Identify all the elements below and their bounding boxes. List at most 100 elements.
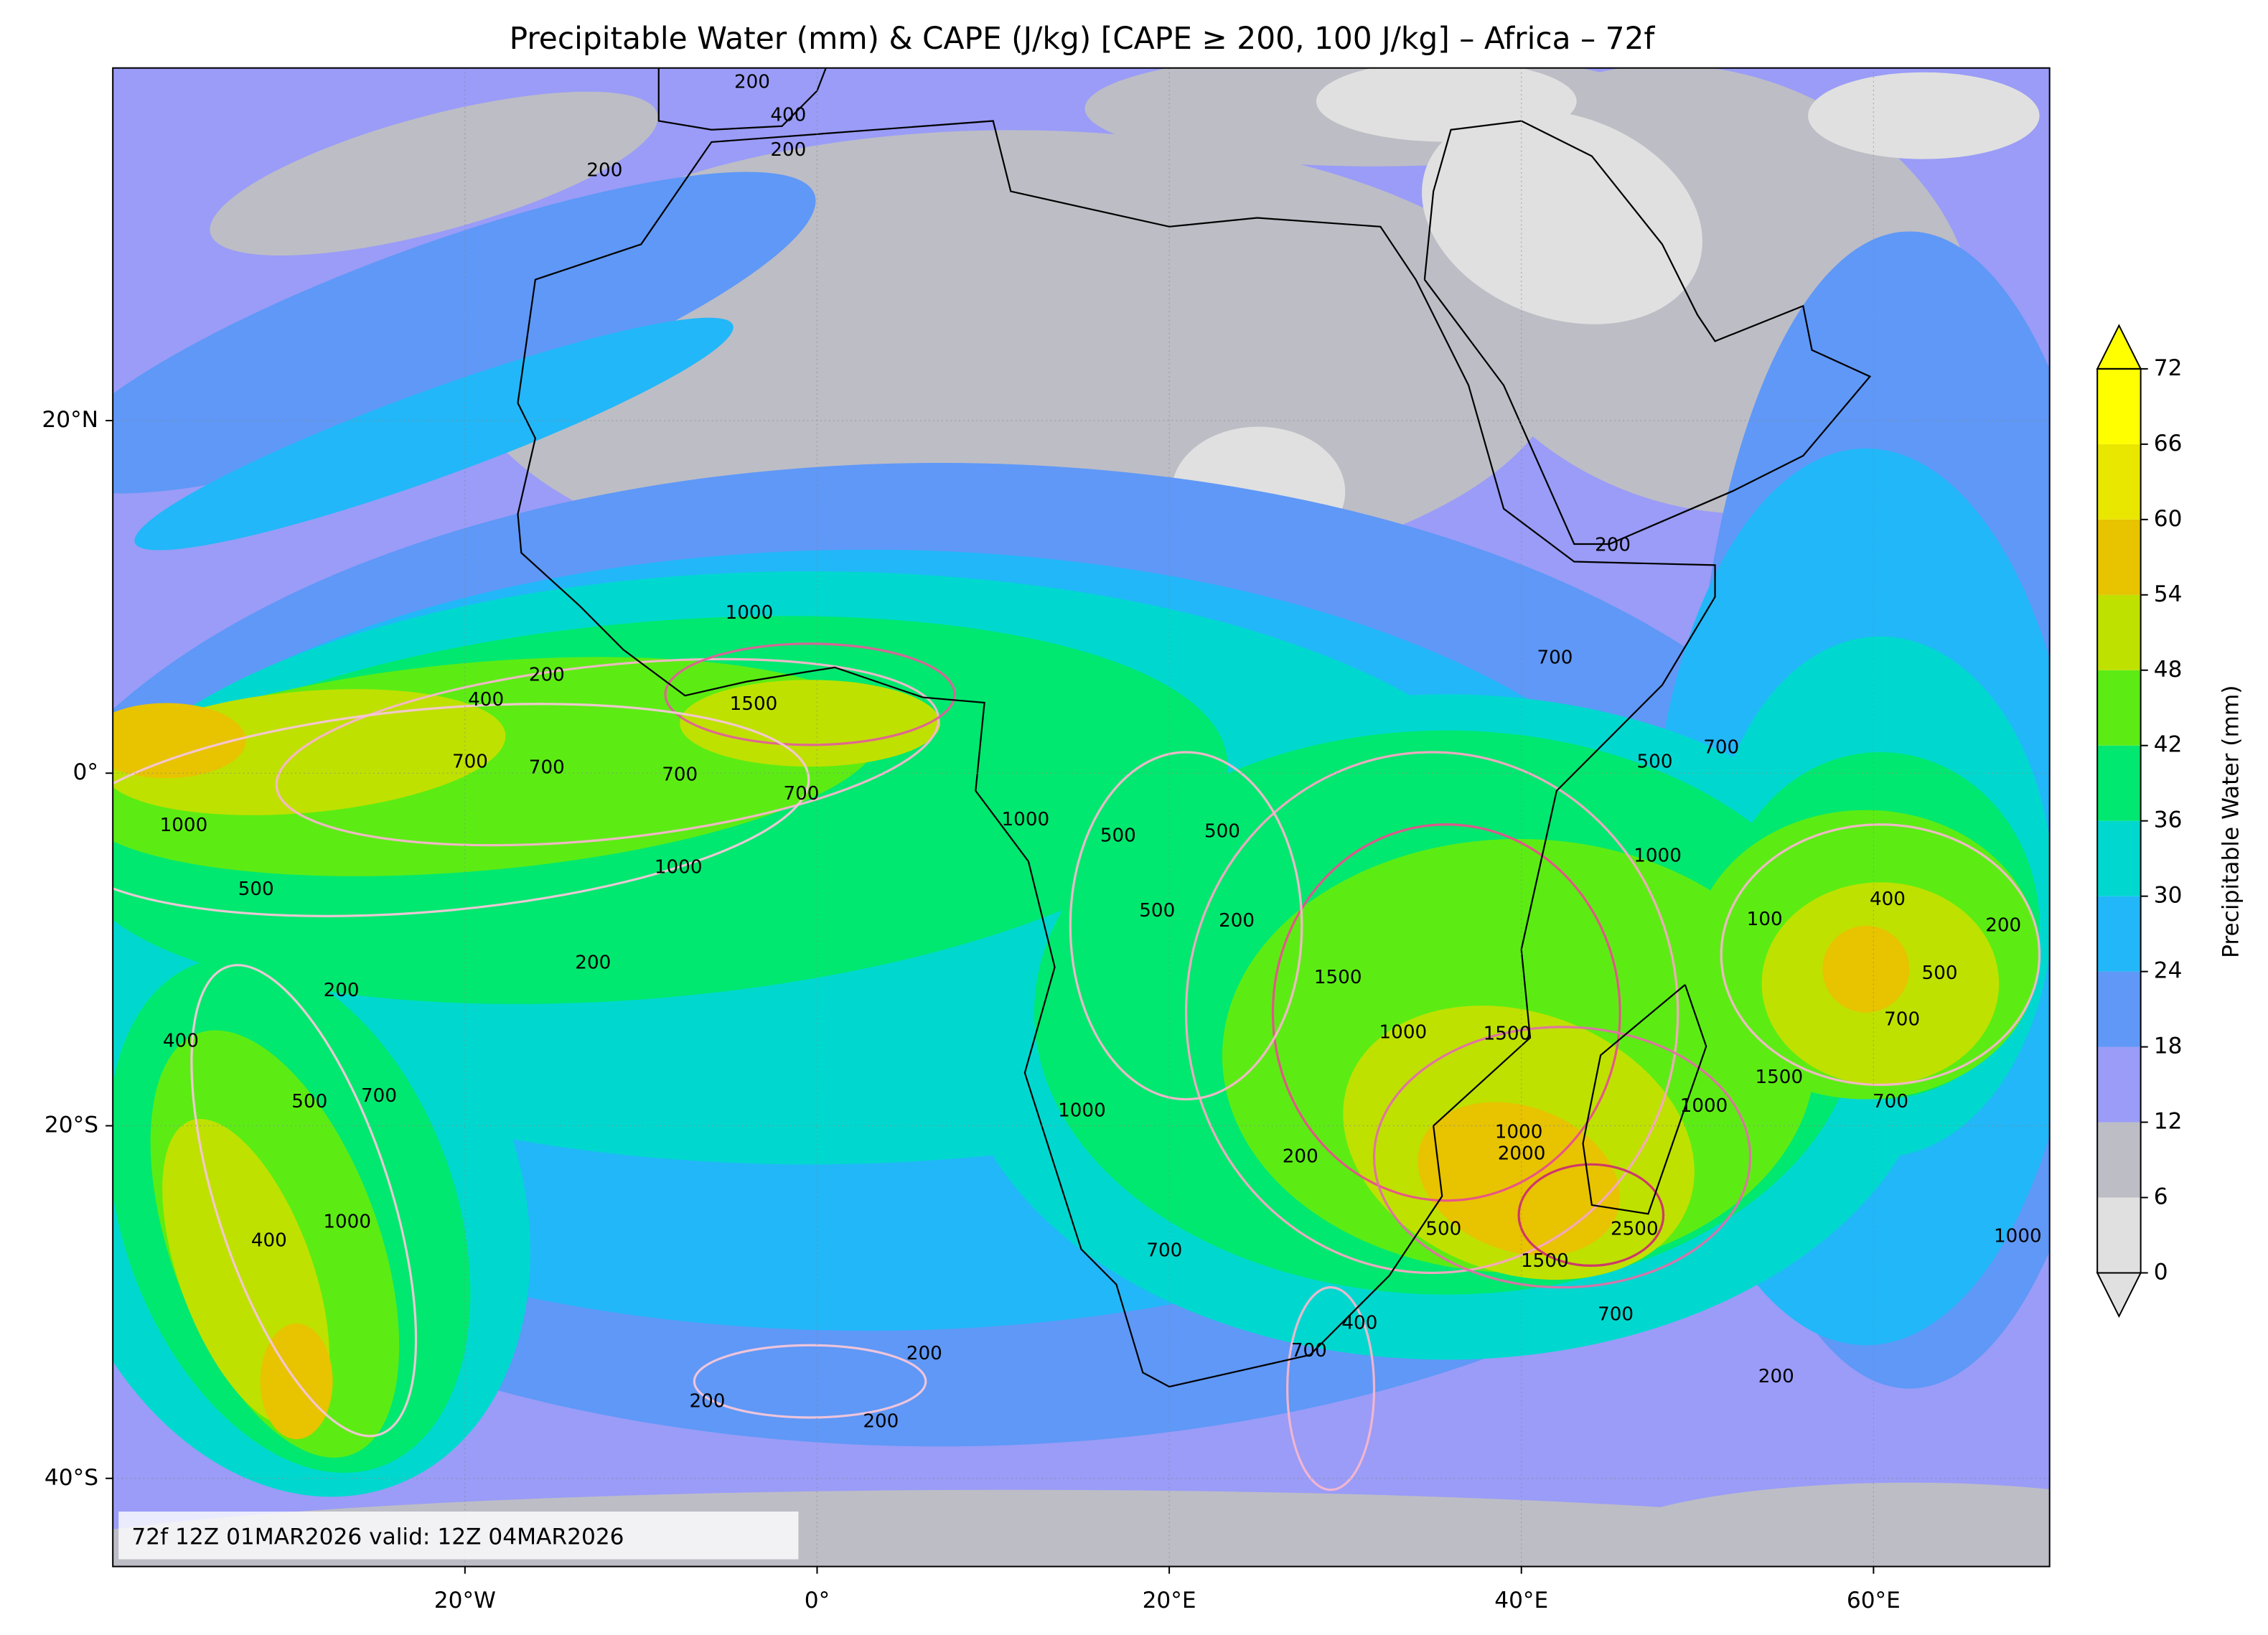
contour-label: 700	[1146, 1240, 1182, 1262]
colorbar-segment	[2097, 444, 2141, 520]
contour-label: 1000	[655, 857, 703, 879]
contour-label: 200	[586, 159, 622, 181]
colorbar-segment	[2097, 896, 2141, 972]
pw-band	[210, 91, 658, 256]
pw-band	[1822, 925, 1910, 1013]
contour-label: 200	[575, 952, 611, 974]
colorbar-extend-max	[2096, 324, 2142, 370]
colorbar-tick-label: 6	[2154, 1184, 2168, 1210]
contour-label: 400	[1870, 889, 1906, 910]
pw-band	[1808, 72, 2040, 159]
colorbar-tick-label: 30	[2154, 883, 2183, 909]
contour-label: 200	[1219, 910, 1255, 932]
contour-label: 400	[251, 1230, 287, 1252]
map-frame	[112, 67, 2051, 1568]
pw-band	[1422, 109, 1702, 324]
colorbar-segment	[2097, 1197, 2141, 1273]
contour-label: 1500	[730, 693, 778, 715]
contour-label: 2500	[1611, 1219, 1659, 1240]
contour-label: 500	[1922, 962, 1958, 984]
contour-label: 1000	[1379, 1021, 1428, 1043]
contour-label: 1500	[1755, 1067, 1803, 1088]
colorbar-segment	[2097, 820, 2141, 896]
contour-label: 1500	[1314, 967, 1362, 988]
contour-label: 500	[1204, 820, 1240, 842]
x-tick-label: 60°E	[1847, 1588, 1901, 1613]
x-tick-label: 20°E	[1143, 1588, 1196, 1613]
x-tick-label: 40°E	[1494, 1588, 1548, 1613]
pw-band	[113, 703, 246, 779]
colorbar-segment	[2097, 594, 2141, 670]
colorbar-tick-label: 18	[2154, 1034, 2183, 1059]
contour-label: 1000	[1680, 1095, 1728, 1117]
contour-label: 2000	[1498, 1143, 1546, 1165]
colorbar-segment	[2097, 1122, 2141, 1198]
y-tick-label: 40°S	[44, 1465, 98, 1491]
colorbar-segment	[2097, 670, 2141, 746]
contour-label: 200	[906, 1343, 942, 1364]
contour-label: 500	[1100, 825, 1136, 846]
colorbar-tick-label: 0	[2154, 1259, 2168, 1285]
contour-label: 700	[1884, 1008, 1920, 1030]
contour-label: 400	[770, 105, 806, 126]
colorbar-tick-label: 12	[2154, 1109, 2183, 1135]
annotation-box	[118, 1511, 799, 1560]
contour-label: 200	[1595, 534, 1631, 556]
coastline	[1582, 984, 1707, 1215]
cape-contours	[113, 642, 2041, 1491]
pw-band	[134, 317, 734, 551]
contour-label: 700	[529, 757, 565, 779]
contour-label: 1000	[160, 815, 208, 836]
colorbar-segment	[2097, 745, 2141, 821]
colorbar-segment	[2097, 368, 2141, 444]
contour-label: 200	[1758, 1366, 1794, 1387]
contour-line	[1720, 823, 2041, 1087]
colorbar-label: Precipitable Water (mm)	[2218, 685, 2244, 958]
contour-label: 1000	[1002, 809, 1050, 830]
contour-label: 100	[1747, 909, 1783, 930]
contour-line	[113, 703, 810, 917]
colorbar: 0 6 12 18 24 30 36 42 48 54 60 66 72	[2096, 324, 2183, 1318]
contour-label: 500	[238, 879, 274, 900]
contour-label: 1000	[726, 602, 774, 624]
pw-band	[680, 680, 940, 767]
colorbar-tick-label: 66	[2154, 431, 2183, 456]
contour-label: 700	[1537, 647, 1573, 668]
contour-line	[1517, 1163, 1665, 1268]
contour-line	[1069, 751, 1303, 1101]
colorbar-tick-label: 42	[2154, 732, 2183, 758]
coastline	[657, 67, 827, 131]
graticule	[113, 67, 2050, 1567]
contour-label: 1000	[1634, 845, 1682, 867]
y-tick-label: 20°N	[42, 407, 98, 433]
contour-label: 200	[1283, 1146, 1318, 1168]
contour-line	[190, 964, 418, 1438]
contour-label: 200	[1985, 914, 2021, 936]
contour-label: 1000	[323, 1211, 371, 1232]
x-tick-label: 20°W	[434, 1588, 496, 1613]
pw-band	[1316, 67, 1577, 142]
contour-line	[1184, 751, 1679, 1275]
coastline	[1423, 120, 1872, 545]
contour-label: 700	[783, 783, 819, 805]
contour-line	[1271, 823, 1621, 1202]
pw-band	[113, 172, 816, 494]
contour-label: 400	[1341, 1313, 1377, 1334]
contour-label: 700	[1703, 736, 1739, 758]
contour-labels: 200 400 200 200 400 200 1000 1500 700 700 700 700 10…	[160, 71, 2042, 1432]
contour-label: 700	[452, 751, 488, 773]
contour-line	[1286, 1286, 1376, 1491]
contour-label: 500	[1637, 751, 1673, 773]
contour-label: 1000	[1994, 1226, 2042, 1247]
annotation: 72f 12Z 01MAR2026 valid: 12Z 04MAR2026	[131, 1524, 624, 1550]
contour-label: 400	[163, 1031, 199, 1052]
contour-label: 700	[1873, 1091, 1908, 1112]
contour-line	[664, 642, 956, 746]
contour-line	[693, 1344, 927, 1419]
contour-label: 500	[1425, 1219, 1461, 1240]
colorbar-segment	[2097, 519, 2141, 595]
coastline	[517, 120, 1716, 1388]
